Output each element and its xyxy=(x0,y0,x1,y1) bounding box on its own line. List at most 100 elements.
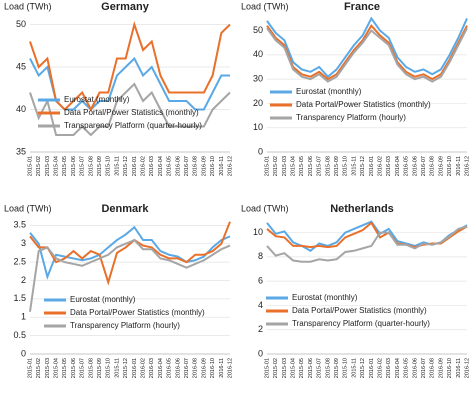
x-tick-label: 2016-06 xyxy=(412,156,418,176)
x-tick-label: 2016-06 xyxy=(175,358,181,378)
x-tick-label: 2016-07 xyxy=(421,156,427,176)
data-line xyxy=(29,20,231,112)
y-tick-label: 30 xyxy=(253,74,263,84)
y-tick-label: 0.5 xyxy=(13,330,26,340)
x-tick-label: 2015-07 xyxy=(80,156,86,176)
y-tick-label: 20 xyxy=(253,98,263,108)
y-tick-label: 40 xyxy=(16,104,26,114)
x-tick-label: 2015-05 xyxy=(62,358,68,378)
x-tick-label: 2016-10 xyxy=(447,358,453,378)
data-line xyxy=(266,24,468,81)
y-tick-label: 50 xyxy=(253,25,263,35)
x-tick-label: 2016-09 xyxy=(438,358,444,378)
x-tick-label: 2015-09 xyxy=(97,156,103,176)
x-tick-label: 2015-03 xyxy=(45,358,51,378)
x-tick-label: 2016-08 xyxy=(430,156,436,176)
x-tick-label: 2015-02 xyxy=(36,358,42,378)
x-tick-label: 2016-01 xyxy=(132,358,138,378)
x-tick-label: 2015-10 xyxy=(343,156,349,176)
x-tick-label: 2016-12 xyxy=(464,358,470,378)
x-tick-label: 2016-02 xyxy=(140,156,146,176)
data-line xyxy=(29,238,231,312)
x-tick-label: 2016-08 xyxy=(193,358,199,378)
y-tick-label: 6 xyxy=(258,276,263,286)
chart-title: Germany xyxy=(101,1,150,13)
x-tick-label: 2015-01 xyxy=(27,156,33,176)
x-tick-label: 2016-11 xyxy=(219,358,225,378)
x-tick-label: 2016-01 xyxy=(369,358,375,378)
legend-label: Eurostat (monthly) xyxy=(64,95,130,104)
data-line xyxy=(266,225,468,263)
x-tick-label: 2015-11 xyxy=(351,156,357,176)
x-tick-label: 2015-10 xyxy=(106,358,112,378)
x-tick-label: 2015-12 xyxy=(123,156,129,176)
x-tick-label: 2015-09 xyxy=(334,156,340,176)
chart-title: France xyxy=(344,1,380,13)
x-tick-label: 2016-05 xyxy=(404,156,410,176)
x-tick-label: 2015-10 xyxy=(106,156,112,176)
x-tick-label: 2015-05 xyxy=(299,156,305,176)
y-tick-label: 50 xyxy=(16,19,26,29)
data-line xyxy=(266,16,468,79)
x-tick-label: 2015-11 xyxy=(351,358,357,378)
y-tick-label: 2 xyxy=(21,275,26,285)
x-tick-label: 2015-03 xyxy=(282,156,288,176)
x-tick-label: 2016-12 xyxy=(464,156,470,176)
x-tick-label: 2016-05 xyxy=(404,358,410,378)
y-tick-label: 1 xyxy=(21,312,26,322)
data-line xyxy=(29,82,231,137)
x-tick-label: 2016-03 xyxy=(386,358,392,378)
y-axis-label: Load (TWh) xyxy=(4,1,52,11)
x-tick-label: 2015-04 xyxy=(291,156,297,176)
y-axis-label: Load (TWh) xyxy=(241,203,289,213)
x-tick-label: 2016-08 xyxy=(430,358,436,378)
x-tick-label: 2015-02 xyxy=(36,156,42,176)
legend-label: Data Portal/Power Statistics (monthly) xyxy=(292,306,427,315)
x-tick-label: 2015-04 xyxy=(291,358,297,378)
x-tick-label: 2016-02 xyxy=(140,358,146,378)
x-tick-label: 2016-11 xyxy=(456,358,462,378)
x-tick-label: 2015-10 xyxy=(343,358,349,378)
x-tick-label: 2016-02 xyxy=(377,156,383,176)
x-tick-label: 2015-07 xyxy=(317,358,323,378)
x-tick-label: 2015-05 xyxy=(299,358,305,378)
x-tick-label: 2015-04 xyxy=(54,358,60,378)
y-tick-label: 4 xyxy=(258,300,263,310)
y-tick-label: 8 xyxy=(258,251,263,261)
x-tick-label: 2016-07 xyxy=(421,358,427,378)
data-line xyxy=(29,56,230,111)
data-line xyxy=(266,27,468,83)
y-tick-label: 10 xyxy=(253,122,263,132)
x-tick-label: 2015-03 xyxy=(45,156,51,176)
x-tick-label: 2016-04 xyxy=(395,156,401,176)
y-tick-label: 0 xyxy=(258,146,263,156)
legend-label: Transparency Platform (quarter-hourly) xyxy=(292,319,430,328)
x-tick-label: 2015-03 xyxy=(282,358,288,378)
x-tick-label: 2016-05 xyxy=(167,156,173,176)
data-line xyxy=(29,221,231,286)
data-line xyxy=(29,225,231,281)
x-tick-label: 2015-12 xyxy=(360,358,366,378)
x-tick-label: 2016-04 xyxy=(158,156,164,176)
x-tick-label: 2016-04 xyxy=(158,358,164,378)
x-tick-label: 2016-10 xyxy=(210,358,216,378)
x-tick-label: 2015-04 xyxy=(54,156,60,176)
x-tick-label: 2015-11 xyxy=(114,156,120,176)
x-tick-label: 2016-11 xyxy=(456,156,462,176)
x-tick-label: 2016-09 xyxy=(201,358,207,378)
x-tick-label: 2015-08 xyxy=(325,156,331,176)
y-tick-label: 3 xyxy=(21,238,26,248)
x-tick-label: 2016-03 xyxy=(149,358,155,378)
legend-label: Transparency Platform (hourly) xyxy=(296,113,406,122)
x-tick-label: 2015-08 xyxy=(88,156,94,176)
x-tick-label: 2015-06 xyxy=(308,156,314,176)
x-tick-label: 2015-01 xyxy=(264,156,270,176)
legend-label: Data Portal/Power Statistics (monthly) xyxy=(296,100,431,109)
x-tick-label: 2015-07 xyxy=(80,358,86,378)
x-tick-label: 2016-06 xyxy=(412,358,418,378)
y-tick-label: 2 xyxy=(258,324,263,334)
y-tick-label: 1.5 xyxy=(13,293,26,303)
x-tick-label: 2015-12 xyxy=(123,358,129,378)
legend-label: Data Portal/Power Statistics (monthly) xyxy=(70,308,205,317)
